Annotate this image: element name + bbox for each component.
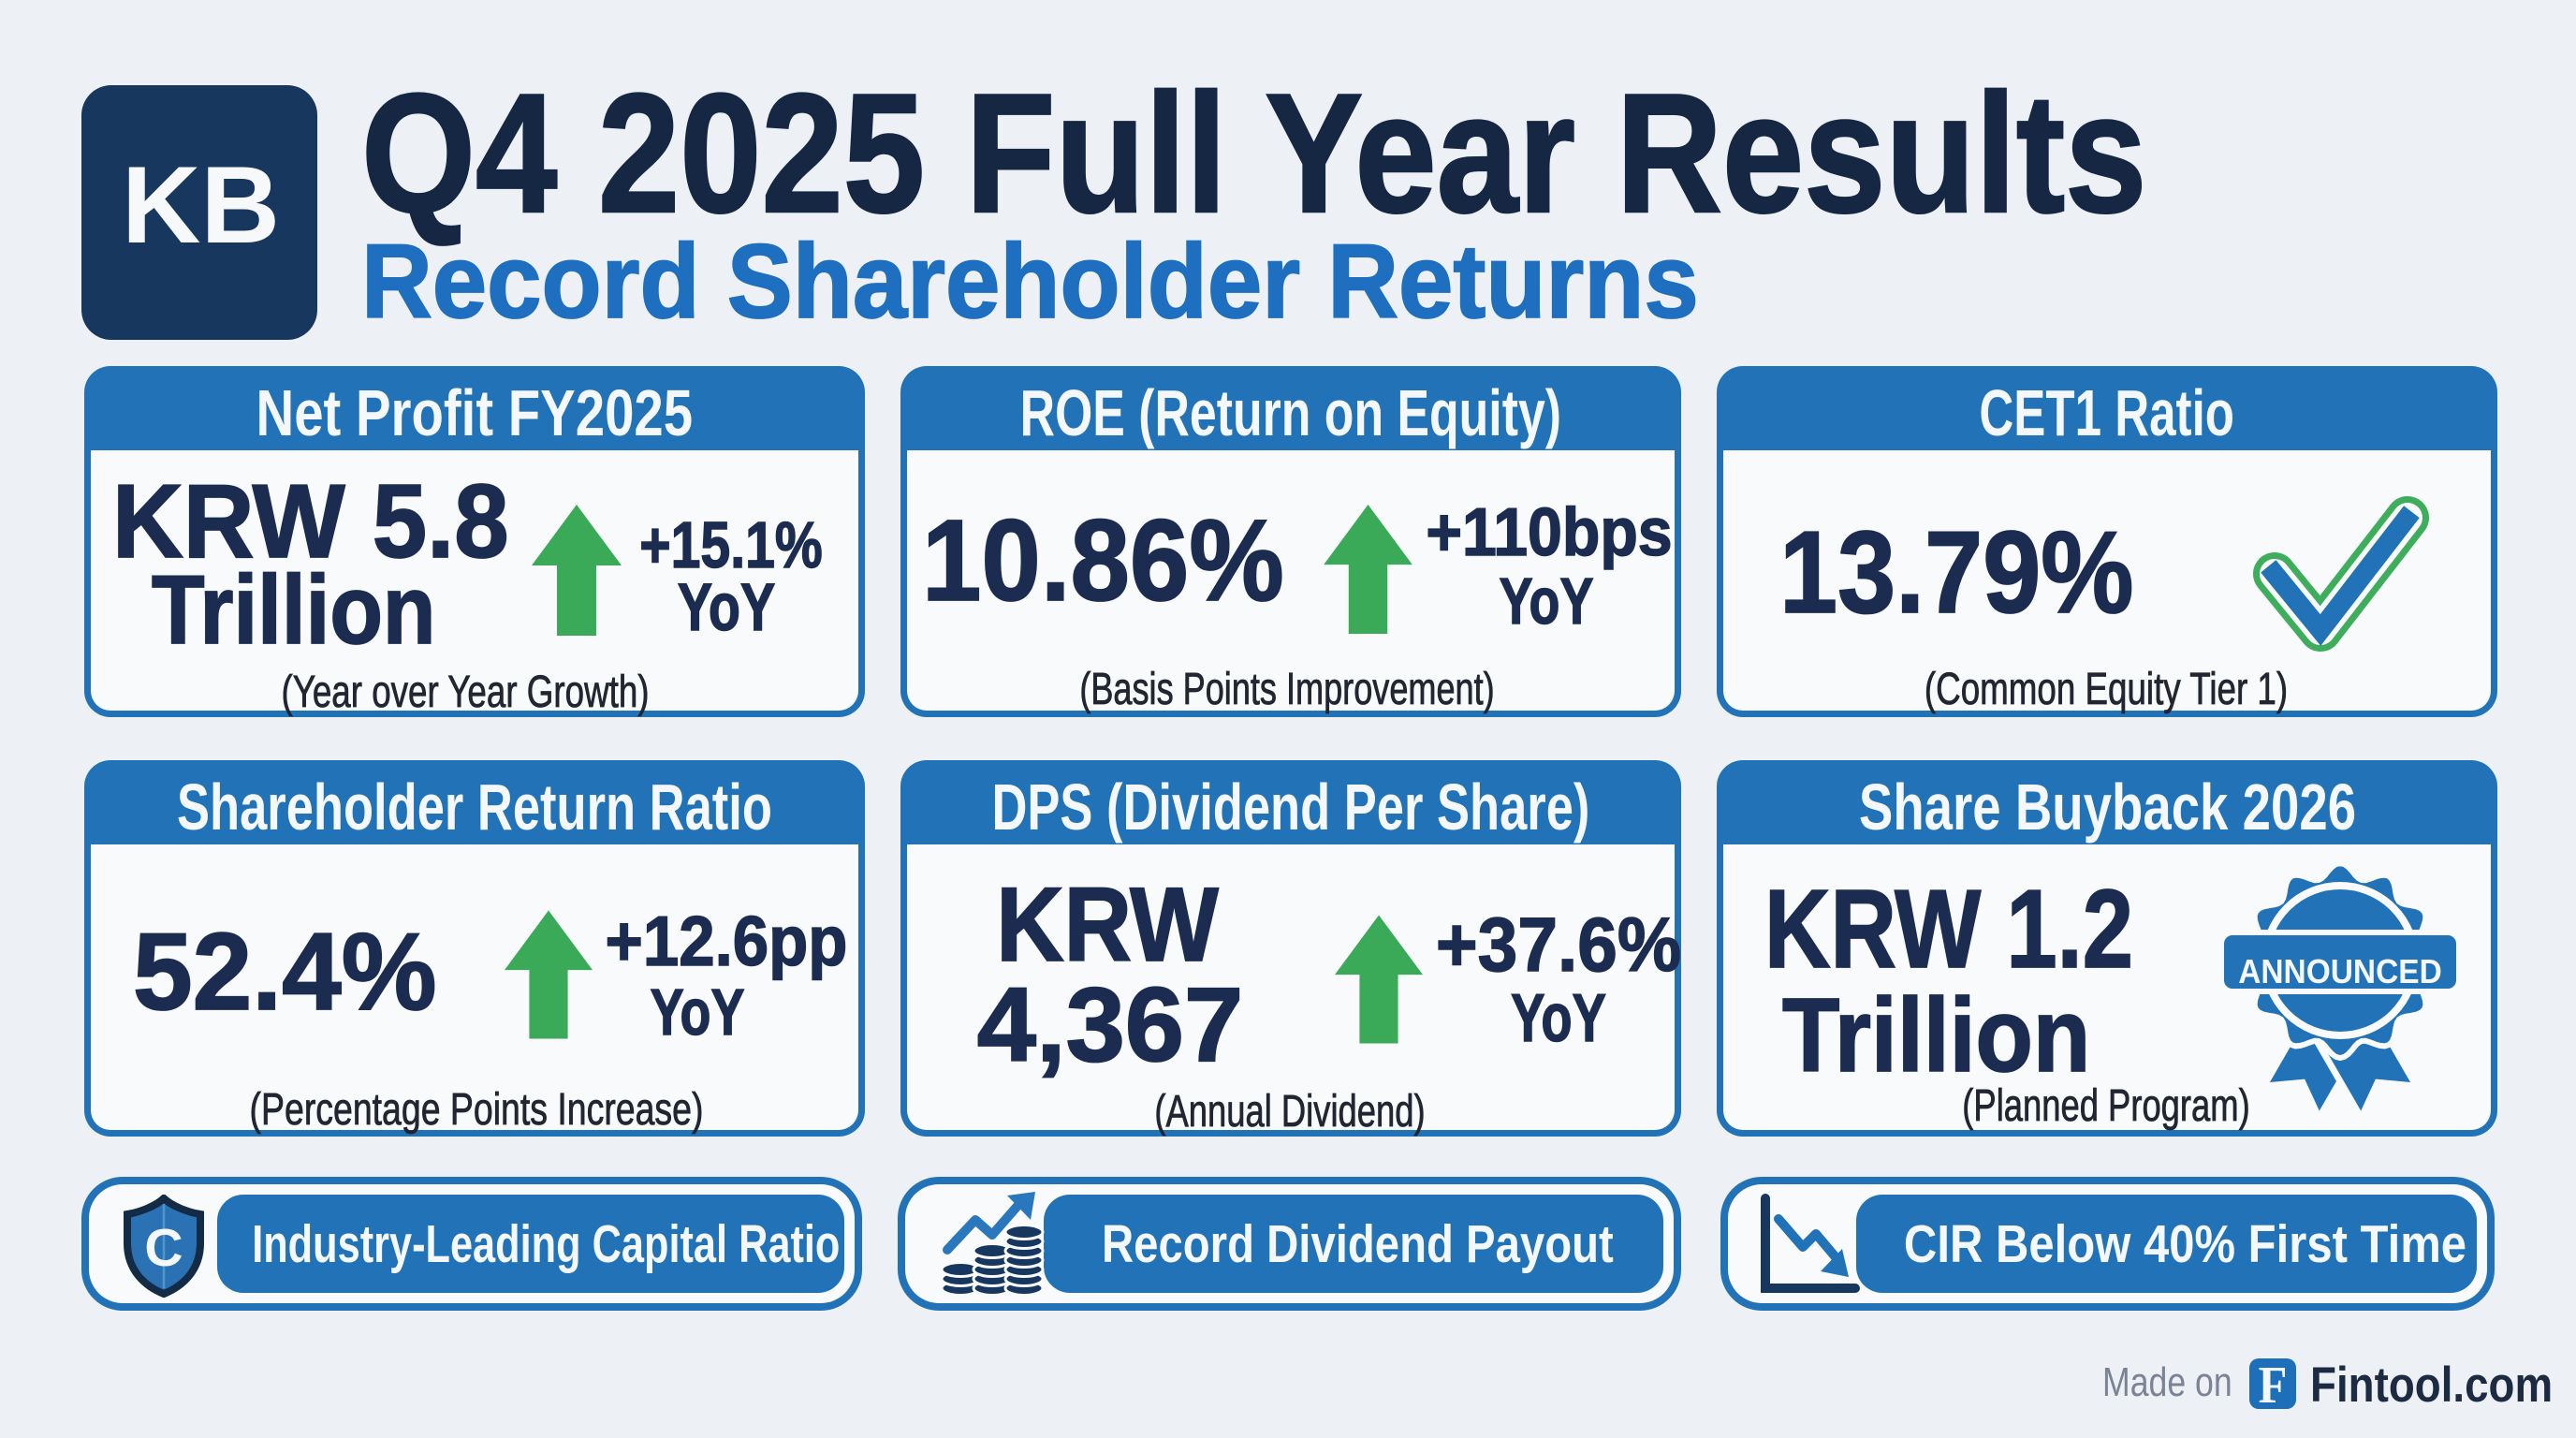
svg-text:ANNOUNCED: ANNOUNCED [2238, 954, 2442, 990]
svg-text:C: C [144, 1218, 183, 1278]
